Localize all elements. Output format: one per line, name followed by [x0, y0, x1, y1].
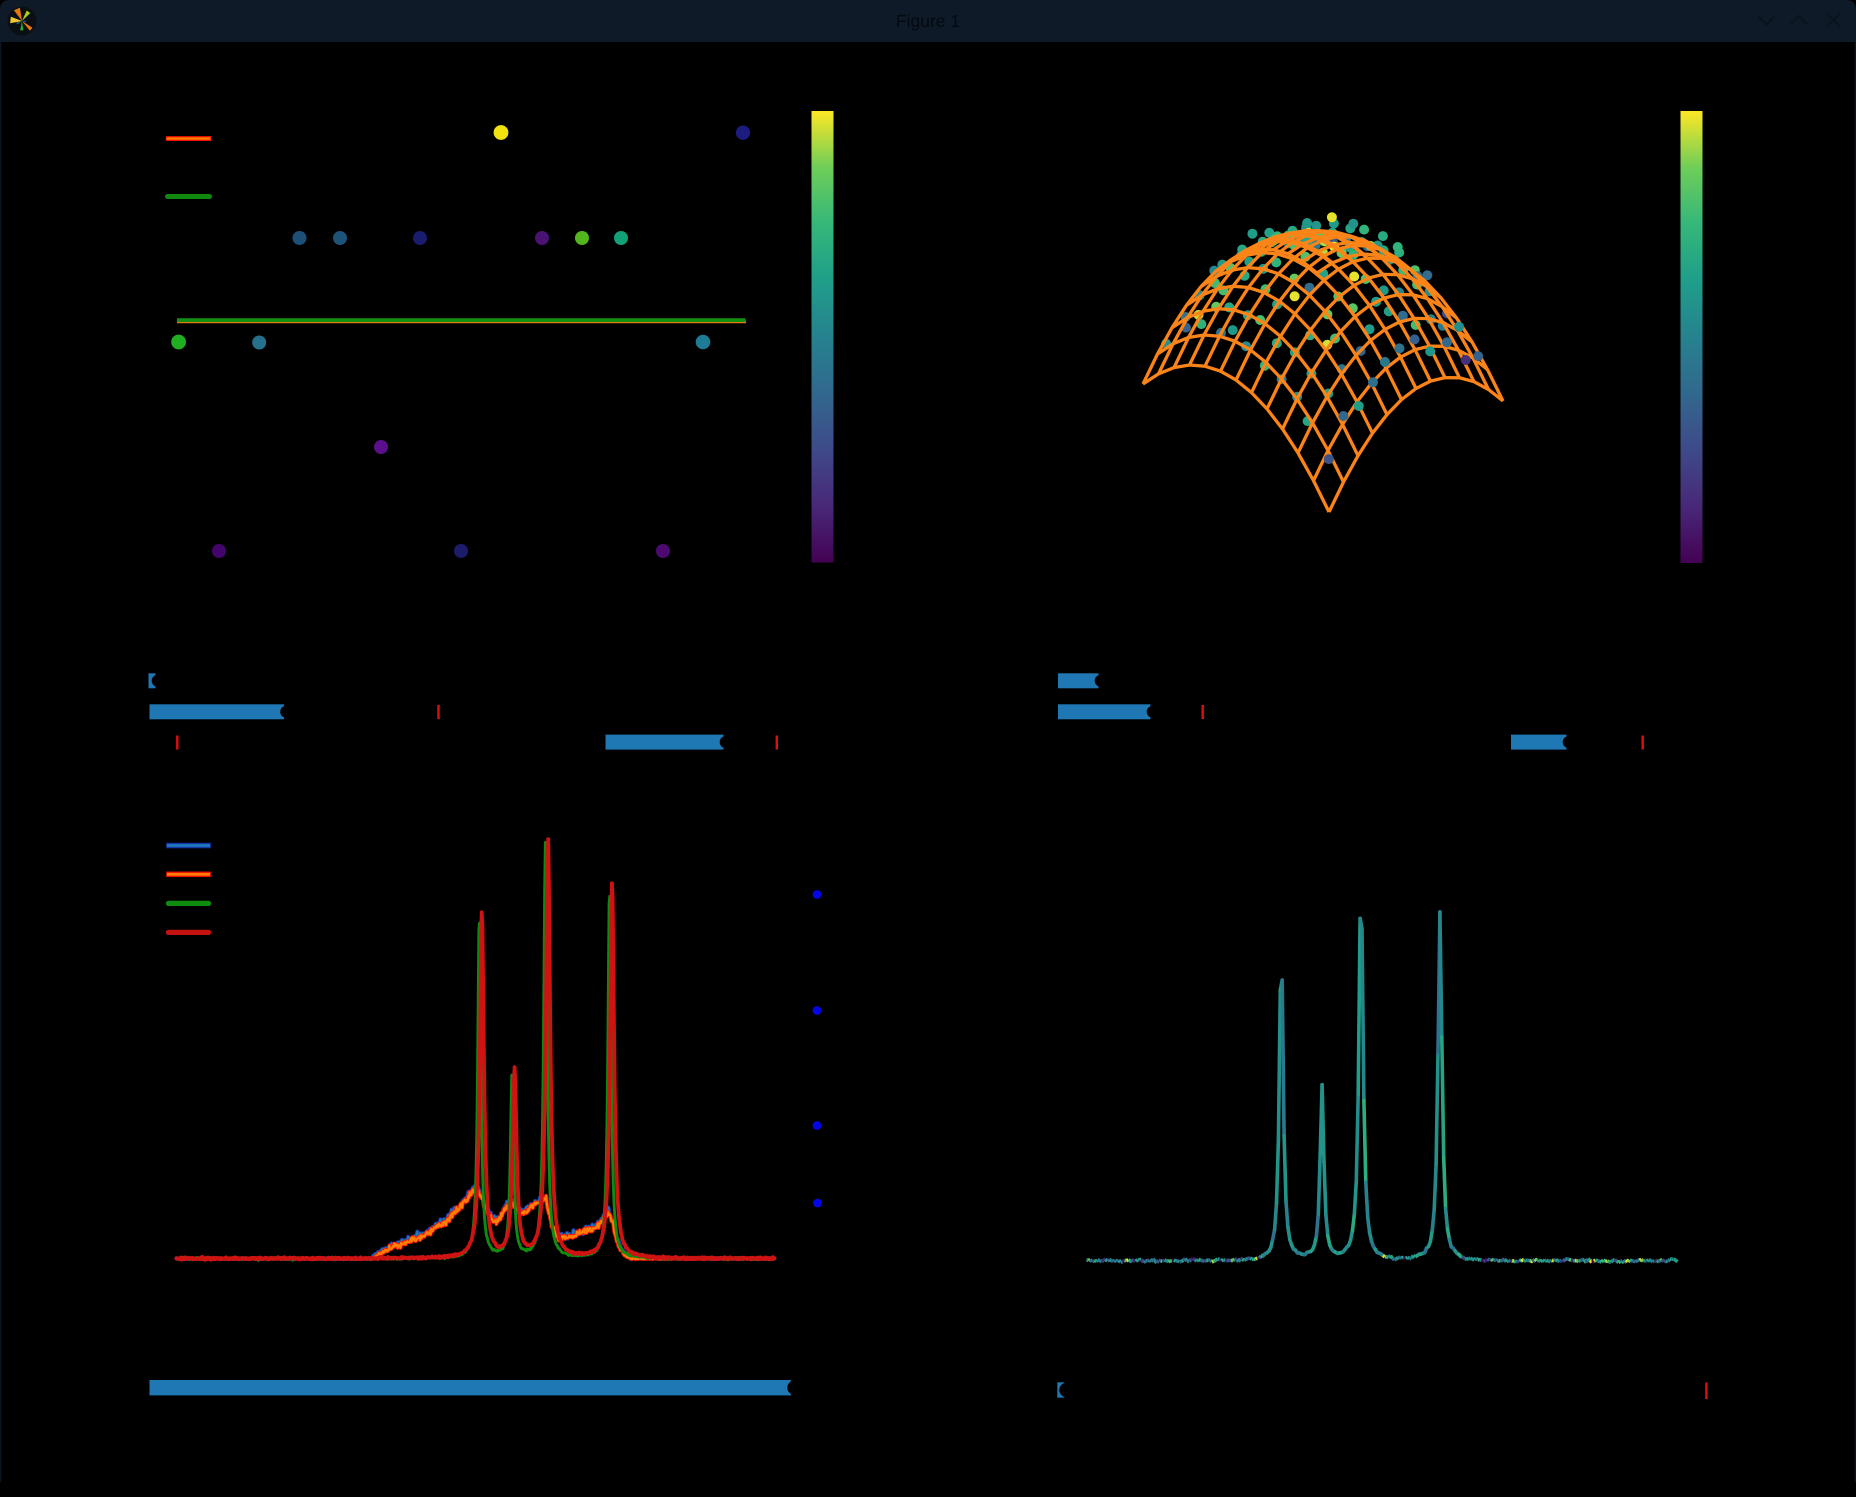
svg-text:Figure 1: Figure 1 [896, 11, 960, 31]
